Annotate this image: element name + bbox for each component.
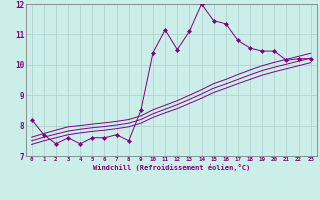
X-axis label: Windchill (Refroidissement éolien,°C): Windchill (Refroidissement éolien,°C) [92,164,250,171]
